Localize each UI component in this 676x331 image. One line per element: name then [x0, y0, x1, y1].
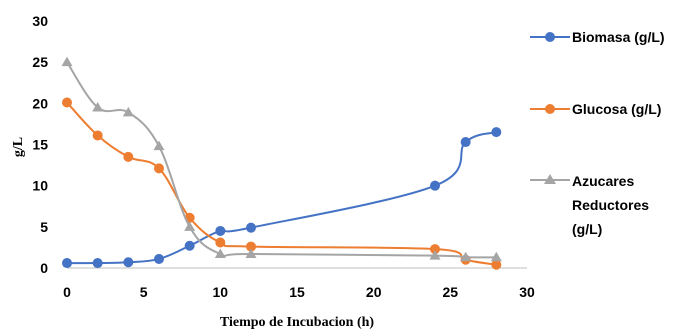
x-tick-label: 20: [366, 284, 382, 300]
series-line: [66, 131, 497, 265]
legend-label-glucosa: Glucosa (g/L): [572, 101, 661, 117]
data-point: [246, 222, 256, 233]
x-tick-label: 5: [140, 284, 148, 300]
data-point: [122, 106, 134, 117]
data-point: [490, 251, 502, 262]
data-point: [215, 237, 226, 248]
legend-item-glucosa: Glucosa (g/L): [530, 101, 661, 117]
data-point: [62, 258, 72, 269]
data-point: [123, 151, 134, 162]
data-point: [460, 137, 471, 148]
x-tick-label: 25: [443, 284, 459, 300]
legend-item-biomasa: Biomasa (g/L): [530, 29, 665, 45]
x-tick-labels: 0 5 10 15 20 25 30: [63, 284, 535, 300]
data-point: [153, 140, 165, 151]
series-0: [62, 127, 502, 269]
x-tick-label: 0: [63, 284, 71, 300]
data-point: [429, 250, 441, 260]
y-tick-label: 5: [40, 219, 48, 235]
data-point: [491, 259, 502, 270]
legend-marker-azucares: [544, 174, 556, 184]
series-2: [61, 56, 502, 262]
data-point: [123, 257, 134, 268]
x-tick-label: 10: [213, 284, 229, 300]
data-point: [460, 251, 472, 262]
legend-item-azucares: Azucares Reductores (g/L): [530, 173, 649, 237]
data-point: [61, 56, 73, 67]
series-1: [62, 97, 502, 270]
legend-label-biomasa: Biomasa (g/L): [572, 29, 665, 45]
series-layer: [61, 56, 502, 270]
legend-label-azucares-line3: (g/L): [572, 221, 602, 237]
data-point: [214, 248, 226, 259]
legend-marker-biomasa: [545, 32, 555, 42]
data-point: [92, 130, 103, 141]
data-point: [62, 97, 72, 108]
legend-marker-glucosa: [545, 104, 555, 114]
data-point: [154, 253, 164, 264]
x-tick-label: 30: [519, 284, 535, 300]
data-point: [184, 240, 195, 251]
y-tick-label: 15: [32, 137, 48, 153]
data-point: [245, 248, 257, 259]
legend-label-azucares-line1: Azucares: [572, 173, 634, 189]
data-point: [215, 225, 226, 236]
y-tick-labels: 0 5 10 15 20 25 30: [32, 13, 48, 276]
y-tick-label: 0: [40, 260, 48, 276]
x-axis-title: Tiempo de Incubacion (h): [220, 315, 374, 330]
y-tick-label: 25: [32, 54, 48, 70]
series-line: [66, 61, 497, 259]
x-tick-label: 15: [289, 284, 305, 300]
data-point: [184, 221, 196, 231]
y-tick-label: 10: [32, 178, 48, 194]
data-point: [430, 180, 440, 191]
data-point: [92, 258, 103, 269]
y-tick-label: 20: [32, 95, 48, 111]
data-point: [491, 127, 502, 138]
y-tick-label: 30: [32, 13, 48, 29]
data-point: [430, 244, 440, 255]
data-point: [246, 241, 256, 252]
data-point: [92, 101, 104, 112]
legend: Biomasa (g/L) Glucosa (g/L) Azucares Red…: [530, 29, 665, 237]
legend-label-azucares-line2: Reductores: [572, 197, 649, 213]
data-point: [154, 163, 164, 174]
y-axis-title: g/L: [11, 137, 26, 157]
